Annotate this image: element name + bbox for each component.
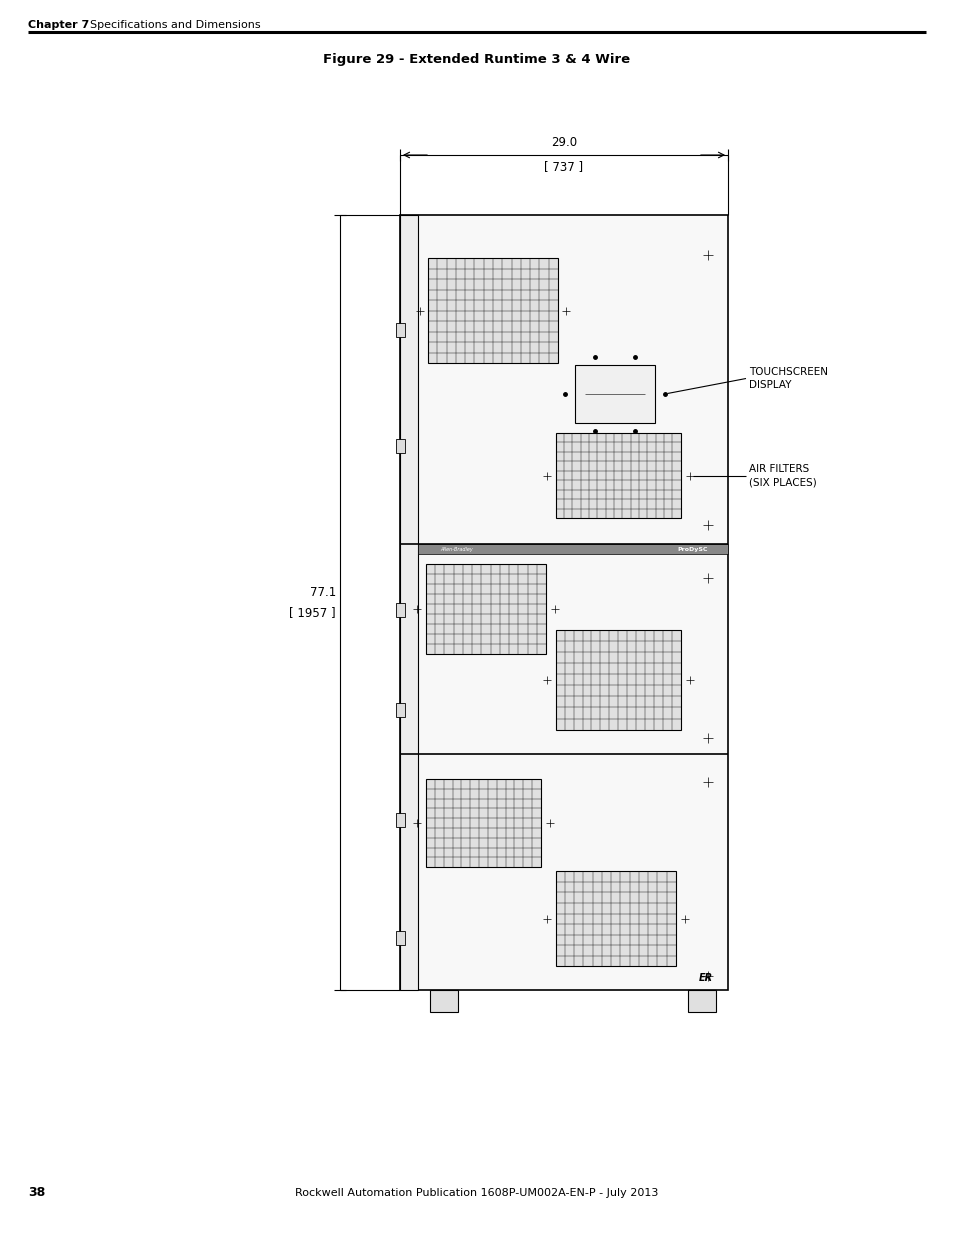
Text: 29.0: 29.0 xyxy=(551,136,577,149)
Bar xyxy=(399,215,417,990)
Bar xyxy=(399,215,727,990)
Bar xyxy=(395,813,405,826)
Bar xyxy=(575,364,655,422)
Bar xyxy=(556,433,680,517)
Bar xyxy=(556,872,675,966)
Text: Figure 29 - Extended Runtime 3 & 4 Wire: Figure 29 - Extended Runtime 3 & 4 Wire xyxy=(323,53,630,65)
Bar xyxy=(417,545,727,555)
Text: [ 1957 ]: [ 1957 ] xyxy=(289,606,335,619)
Text: AIR FILTERS
(SIX PLACES): AIR FILTERS (SIX PLACES) xyxy=(748,464,816,487)
Text: 38: 38 xyxy=(28,1187,45,1199)
Bar xyxy=(395,324,405,337)
Bar xyxy=(395,703,405,716)
Text: Allen-Bradley: Allen-Bradley xyxy=(439,547,473,552)
Text: ProDySC: ProDySC xyxy=(677,547,707,552)
Text: 77.1: 77.1 xyxy=(310,585,335,599)
Bar xyxy=(426,564,545,655)
Text: ER: ER xyxy=(699,973,712,983)
Bar xyxy=(428,258,558,363)
Text: Specifications and Dimensions: Specifications and Dimensions xyxy=(90,20,260,30)
Bar xyxy=(426,779,540,867)
Bar xyxy=(430,990,457,1011)
Bar xyxy=(395,603,405,618)
Text: Chapter 7: Chapter 7 xyxy=(28,20,90,30)
Bar xyxy=(395,438,405,452)
Text: [ 737 ]: [ 737 ] xyxy=(544,161,583,173)
Bar xyxy=(395,931,405,945)
Text: Rockwell Automation Publication 1608P-UM002A-EN-P - July 2013: Rockwell Automation Publication 1608P-UM… xyxy=(295,1188,658,1198)
Bar xyxy=(556,630,680,730)
Text: TOUCHSCREEN
DISPLAY: TOUCHSCREEN DISPLAY xyxy=(748,367,827,390)
Bar xyxy=(687,990,716,1011)
